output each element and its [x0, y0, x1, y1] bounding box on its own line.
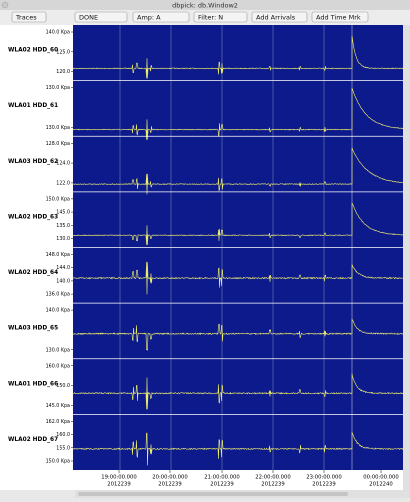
waveform	[72, 432, 404, 466]
amplitude-tick-label: 150.0 Kpa	[46, 196, 70, 202]
day-label: 2012239	[158, 482, 182, 488]
trace-label: WLA03 HDD_65	[8, 326, 58, 332]
amplitude-tick-label: 148.0 Kpa	[46, 252, 70, 258]
day-label: 2012239	[312, 482, 336, 488]
trace-label: WLA02 HDD_63	[8, 214, 58, 220]
day-label: 2012239	[261, 482, 285, 488]
add-time-mark-label: Add Time Mrk	[316, 13, 361, 21]
add-arrivals-label: Add Arrivals	[256, 13, 296, 21]
amp-label: Amp: A	[137, 13, 161, 21]
time-label: 19:00:00.000	[101, 475, 137, 481]
window-title: dbpick: db.Window2	[172, 1, 238, 9]
amplitude-tick-label: 136.0 Kpa	[46, 292, 70, 298]
time-label: 22:00:00.000	[255, 475, 291, 481]
amplitude-tick-label: 144.0	[56, 265, 70, 271]
add-arrivals-button[interactable]	[251, 11, 308, 23]
done-label: DONE	[79, 13, 98, 21]
title-bar	[0, 0, 410, 10]
amplitude-tick-label: 140.0 Kpa	[46, 308, 70, 314]
amplitude-tick-label: 120.0	[56, 69, 70, 75]
amplitude-tick-label: 130.0 Kpa	[46, 85, 70, 91]
amplitude-tick-label: 145.0 Kpa	[46, 403, 70, 409]
trace-label: WLA01 HDD_66	[8, 381, 58, 387]
amplitude-tick-label: 135.0	[56, 223, 70, 229]
amplitude-tick-label: 122.0	[56, 180, 70, 186]
filter-label: Filter: N	[198, 13, 223, 21]
waveform	[72, 261, 404, 295]
amplitude-tick-label: 160.0 Kpa	[46, 363, 70, 369]
amplitude-tick-label: 150.0	[56, 383, 70, 389]
waveform	[72, 147, 404, 195]
trace-label: WLA03 HDD_62	[8, 159, 58, 165]
amplitude-tick-label: 140.0 Kpa	[46, 30, 70, 36]
toolbar-buttons: Traces DONE Amp: A Filter: N Add Arrival…	[11, 11, 369, 23]
amplitude-tick-label: 155.0	[56, 445, 70, 451]
traces-menu-label: Traces	[15, 13, 37, 21]
amplitude-tick-label: 145.0	[56, 210, 70, 216]
amp-menu[interactable]	[132, 11, 190, 23]
scroll-thumb[interactable]	[78, 492, 348, 496]
amplitude-tick-label: 130.0 Kpa	[46, 347, 70, 353]
amplitude-tick-label: 160.0	[56, 432, 70, 438]
content: WLA02 HDD_60 140.0 Kpa 125.0 120.0 WLA01 HDD…	[0, 25, 404, 488]
amplitude-tick-label: 162.0 Kpa	[46, 419, 70, 425]
waveform	[72, 318, 404, 351]
amplitude-tick-label: 140.0	[56, 278, 70, 284]
amplitude-tick-label: 125.0	[56, 49, 70, 55]
trace-label: WLA02 HDD_67	[8, 437, 58, 443]
filter-menu[interactable]	[193, 11, 248, 23]
amplitude-tick-label: 150.0 Kpa	[46, 459, 70, 465]
add-time-mark-button[interactable]	[311, 11, 369, 23]
time-label: 23:00:00.000	[306, 475, 342, 481]
close-button[interactable]	[1, 1, 9, 9]
time-label: 00:00:00.000	[363, 475, 399, 481]
traces-menu[interactable]	[11, 11, 47, 23]
amplitude-tick-label: 130.0 Kpa	[46, 125, 70, 131]
time-label: 21:00:00.000	[204, 475, 240, 481]
vertical-scrollbar[interactable]	[403, 25, 410, 498]
waveform	[72, 35, 404, 79]
day-label: 2012239	[107, 482, 131, 488]
time-label: 20:00:00.000	[152, 475, 188, 481]
day-label: 2012240	[369, 482, 393, 488]
day-label: 2012239	[210, 482, 234, 488]
amplitude-tick-label: 130.0	[56, 236, 70, 242]
waveform	[72, 202, 404, 246]
waveform	[72, 88, 404, 140]
amplitude-tick-label: 128.0 Kpa	[46, 141, 70, 147]
trace-label: WLA01 HDD_61	[8, 103, 58, 109]
done-button[interactable]	[74, 11, 128, 23]
trace-label: WLA02 HDD_64	[8, 270, 58, 276]
waveform	[72, 373, 404, 410]
amplitude-tick-label: 124.0	[56, 161, 70, 167]
time-axis	[0, 470, 403, 490]
trace-label: WLA02 HDD_60	[8, 48, 58, 54]
